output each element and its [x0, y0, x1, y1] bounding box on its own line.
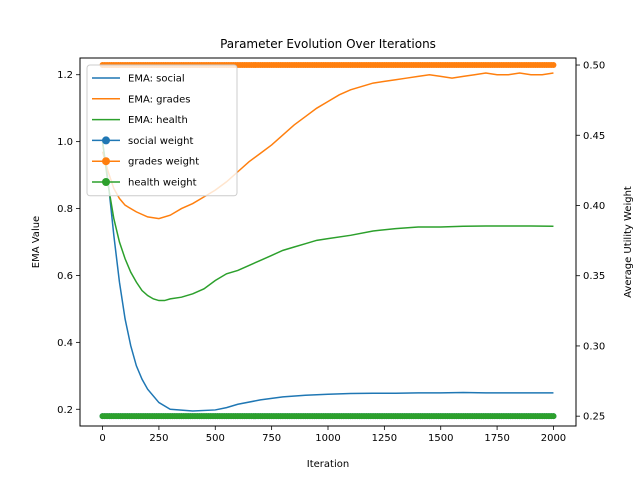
legend-label-grades-weight: grades weight	[128, 157, 199, 168]
y2-tick-label: 0.35	[583, 271, 605, 282]
series-ema-grades	[101, 72, 554, 220]
legend: EMA: social EMA: grades EMA: health social …	[86, 64, 238, 197]
plot-area	[99, 62, 557, 420]
series-ema-health	[101, 141, 554, 302]
legend-label-ema-social: EMA: social	[128, 74, 185, 85]
series-line-ema-grades	[101, 72, 554, 220]
legend-label-health-weight: health weight	[128, 178, 197, 189]
series-grades-weight	[99, 62, 557, 69]
x-tick-label: 1750	[484, 433, 509, 444]
x-tick-label: 750	[262, 433, 281, 444]
x-tick-label: 1500	[428, 433, 453, 444]
y-tick-label: 1.2	[57, 70, 73, 81]
x-tick-label: 0	[99, 433, 105, 444]
x-tick-label: 250	[149, 433, 168, 444]
axes: 0 250 500 750 1000 1250 1500 1750 2000 0.2 0.4 0.6 0…	[57, 61, 605, 444]
legend-marker-health-weight	[102, 178, 110, 186]
y2-tick-label: 0.30	[583, 341, 605, 352]
y-axis-label: EMA Value	[31, 216, 42, 268]
y2-axis-label: Average Utility Weight	[623, 186, 634, 298]
chart-title: Parameter Evolution Over Iterations	[220, 37, 436, 51]
y-tick-label: 0.6	[57, 271, 73, 282]
y2-tick-label: 0.40	[583, 201, 605, 212]
legend-label-social-weight: social weight	[128, 136, 193, 147]
x-tick-label: 1000	[315, 433, 340, 444]
legend-label-ema-grades: EMA: grades	[128, 94, 190, 105]
x-tick-label: 2000	[541, 433, 566, 444]
point-health-weight	[550, 413, 557, 420]
legend-label-ema-health: EMA: health	[128, 115, 188, 126]
series-health-weight	[99, 413, 557, 420]
y-tick-label: 0.4	[57, 338, 73, 349]
legend-marker-social-weight	[102, 136, 110, 145]
legend-box	[86, 64, 238, 197]
y-tick-label: 0.8	[57, 204, 73, 215]
x-axis-label: Iteration	[307, 459, 349, 470]
y-tick-label: 0.2	[57, 405, 73, 416]
series-ema-social	[101, 141, 554, 412]
y2-tick-label: 0.50	[583, 61, 605, 72]
point-grades-weight	[550, 62, 557, 69]
series-line-ema-social	[101, 141, 554, 412]
y2-tick-label: 0.25	[583, 412, 605, 423]
y-tick-label: 1.0	[57, 137, 73, 148]
x-tick-label: 500	[206, 433, 225, 444]
y2-tick-label: 0.45	[583, 131, 605, 142]
x-tick-label: 1250	[372, 433, 397, 444]
series-line-ema-health	[101, 141, 554, 302]
legend-marker-grades-weight	[102, 157, 110, 166]
